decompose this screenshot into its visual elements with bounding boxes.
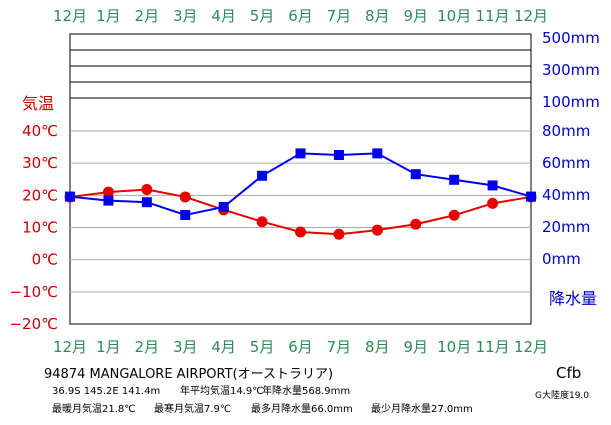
annual-temperature: 年平均気温14.9℃ (180, 384, 264, 397)
plot-frame (69, 33, 532, 325)
month-label-top: 9月 (403, 7, 428, 25)
month-label-top: 5月 (250, 7, 275, 25)
station-coords: 36.9S 145.2E 141.4m (52, 386, 160, 397)
month-label-top: 8月 (365, 7, 390, 25)
precipitation-point (526, 191, 536, 202)
precipitation-tick-label: 20mm (542, 218, 590, 236)
driest-month-precipitation: 最少月降水量27.0mm (371, 402, 473, 415)
precipitation-tick-labels: 500mm 300mm 100mm 80mm 60mm 40mm 20mm 0mm (542, 29, 600, 268)
precipitation-point (372, 148, 383, 159)
month-label-bottom: 2月 (135, 338, 160, 356)
precipitation-point (410, 169, 421, 180)
month-label-top: 10月 (437, 7, 471, 25)
top-month-labels: 12月 1月 2月 3月 4月 5月 6月 7月 8月 9月 10月 11月 12月 (53, 7, 548, 25)
precipitation-point (257, 170, 268, 181)
precipitation-tick-label: 80mm (542, 122, 590, 140)
annual-precipitation: 年降水量568.9mm (262, 384, 350, 397)
month-label-top: 1月 (96, 7, 121, 25)
month-label-bottom: 11月 (476, 338, 510, 356)
bottom-month-labels: 12月 1月 2月 3月 4月 5月 6月 7月 8月 9月 10月 11月 12月 (53, 338, 548, 356)
month-label-bottom: 7月 (327, 338, 352, 356)
precipitation-point (333, 150, 344, 160)
temperature-tick-label: 30℃ (22, 154, 58, 172)
temperature-point (410, 218, 422, 230)
precipitation-tick-label: 500mm (542, 29, 600, 47)
month-label-bottom: 6月 (288, 338, 313, 356)
month-label-bottom: 10月 (437, 338, 471, 356)
month-label-bottom: 1月 (96, 338, 121, 356)
temperature-point (333, 228, 345, 240)
precipitation-point (141, 197, 152, 208)
temperature-point (256, 216, 268, 228)
coldest-month-temperature: 最寒月気温7.9℃ (154, 402, 231, 415)
precipitation-axis-title: 降水量 (549, 289, 597, 308)
month-label-top: 3月 (173, 7, 198, 25)
temperature-tick-label: 10℃ (22, 219, 58, 237)
temperature-point (179, 191, 191, 203)
precipitation-point (218, 202, 229, 212)
data-series (64, 148, 537, 240)
precipitation-point (295, 148, 306, 159)
temperature-tick-label: 0℃ (32, 251, 58, 269)
precipitation-line (69, 152, 532, 217)
month-label-top: 7月 (327, 7, 352, 25)
temperature-point (102, 186, 114, 198)
temperature-point (487, 197, 499, 209)
climate-classification: Cfb (556, 364, 581, 382)
grid-lines (69, 33, 532, 325)
month-label-top: 11月 (476, 7, 510, 25)
temperature-tick-label: 20℃ (22, 186, 58, 204)
precipitation-point (449, 174, 460, 185)
temperature-point (295, 226, 306, 238)
month-label-top: 4月 (211, 7, 236, 25)
month-label-top: 12月 (53, 7, 87, 25)
precipitation-point (487, 180, 498, 191)
wettest-month-precipitation: 最多月降水量66.0mm (251, 402, 353, 415)
month-label-bottom: 5月 (250, 338, 275, 356)
precipitation-tick-label: 40mm (542, 186, 590, 204)
month-label-bottom: 3月 (173, 338, 198, 356)
precipitation-point (180, 210, 191, 220)
warmest-month-temperature: 最暖月気温21.8℃ (52, 402, 136, 415)
precipitation-point (103, 195, 114, 206)
month-label-bottom: 8月 (365, 338, 390, 356)
month-label-top: 12月 (514, 7, 548, 25)
temperature-tick-label: 40℃ (22, 122, 58, 140)
month-label-bottom: 4月 (211, 338, 236, 356)
month-label-top: 6月 (288, 7, 313, 25)
precipitation-tick-label: 100mm (542, 93, 600, 111)
precipitation-point (65, 191, 75, 202)
precipitation-tick-label: 60mm (542, 154, 590, 172)
temperature-axis-title: 気温 (22, 94, 54, 113)
temperature-tick-label: −10℃ (9, 283, 58, 301)
station-title: 94874 MANGALORE AIRPORT(オーストラリア) (44, 367, 333, 382)
temperature-point (371, 224, 383, 236)
continentality-index: G大陸度19.0 (535, 389, 589, 401)
temperature-point (448, 209, 460, 221)
temperature-tick-labels: 40℃ 30℃ 20℃ 10℃ 0℃ −10℃ −20℃ (9, 122, 58, 333)
month-label-bottom: 9月 (403, 338, 428, 356)
month-label-bottom: 12月 (53, 338, 87, 356)
precipitation-tick-label: 300mm (542, 61, 600, 79)
month-label-bottom: 12月 (514, 338, 548, 356)
precipitation-tick-label: 0mm (542, 250, 581, 268)
temperature-tick-label: −20℃ (9, 315, 58, 333)
temperature-point (141, 184, 153, 196)
month-label-top: 2月 (135, 7, 160, 25)
